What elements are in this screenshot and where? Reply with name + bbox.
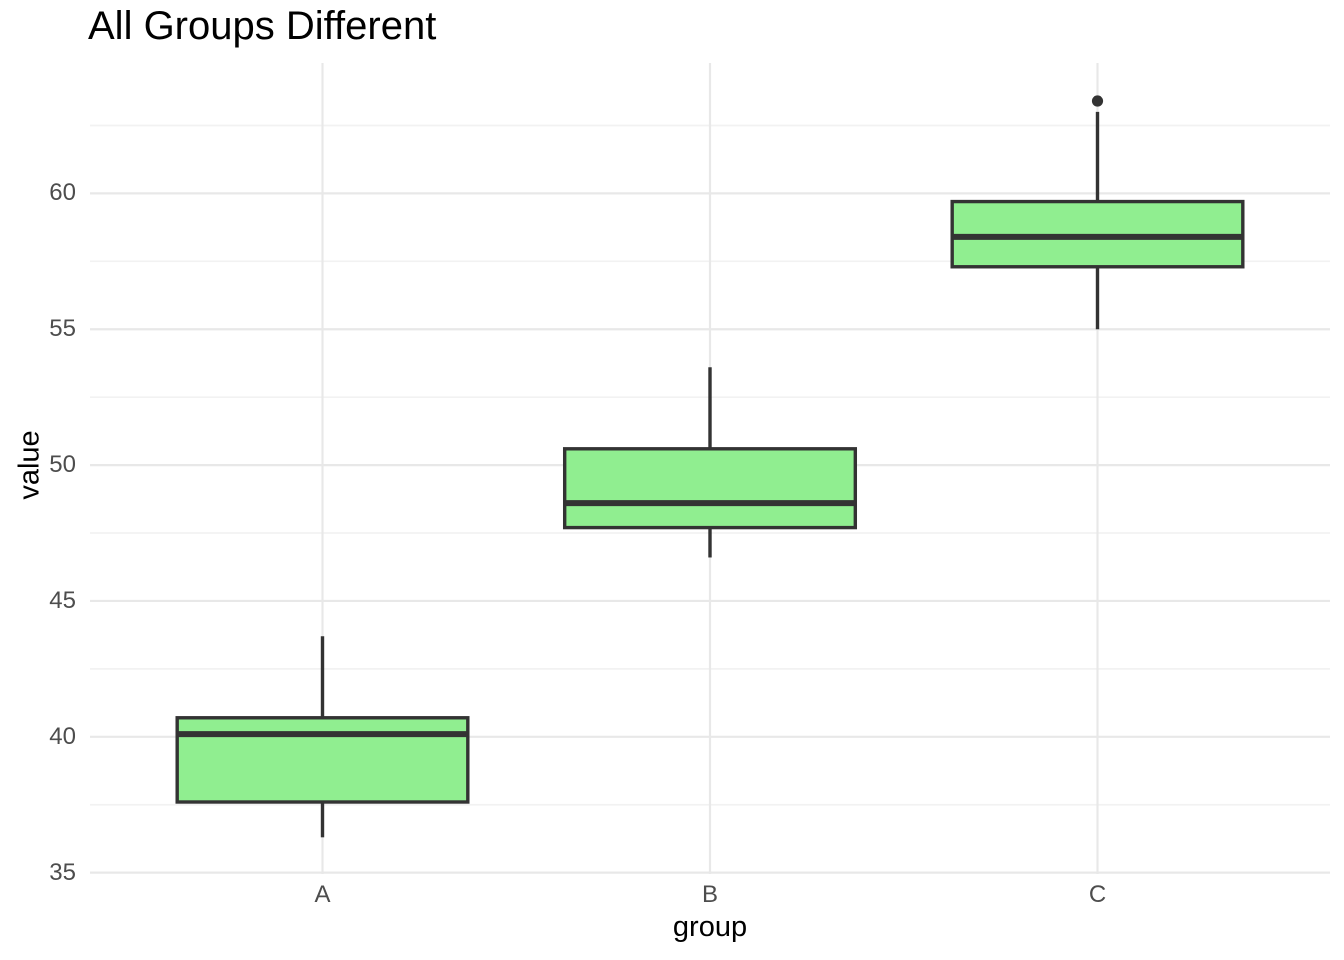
- box-A: [175, 716, 470, 804]
- y-tick-label-35: 35: [49, 858, 76, 886]
- x-axis-title: group: [672, 911, 748, 943]
- box-B: [562, 447, 858, 530]
- outlier-point-C: [1091, 95, 1104, 107]
- y-tick-label-60: 60: [49, 179, 76, 207]
- y-tick-label-50: 50: [49, 451, 76, 479]
- y-tick-label-40: 40: [49, 722, 76, 750]
- x-tick-label-A: A: [314, 881, 331, 908]
- x-tick-label-C: C: [1088, 881, 1107, 908]
- y-tick-label-45: 45: [49, 586, 76, 614]
- y-tick-label-55: 55: [49, 315, 76, 343]
- chart-title: All Groups Different: [88, 4, 437, 48]
- x-tick-label-B: B: [701, 881, 718, 908]
